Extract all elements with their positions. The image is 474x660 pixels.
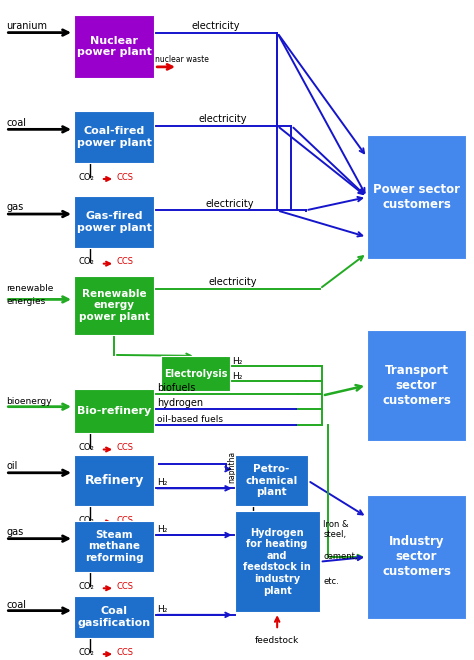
Text: biofuels: biofuels <box>156 383 195 393</box>
Text: CO₂: CO₂ <box>78 582 94 591</box>
Text: cement,: cement, <box>323 552 358 561</box>
Text: Coal
gasification: Coal gasification <box>78 606 151 628</box>
Text: H₂: H₂ <box>156 605 167 614</box>
Text: CCS: CCS <box>279 516 296 525</box>
Text: Iron &
steel,: Iron & steel, <box>323 519 349 539</box>
Text: Nuclear
power plant: Nuclear power plant <box>77 36 152 57</box>
Text: CCS: CCS <box>116 648 133 657</box>
Text: H₂: H₂ <box>156 478 167 487</box>
Text: CCS: CCS <box>116 582 133 591</box>
Text: H₂: H₂ <box>232 357 243 366</box>
FancyBboxPatch shape <box>74 596 155 638</box>
Text: CO₂: CO₂ <box>78 173 94 182</box>
Text: Gas-fired
power plant: Gas-fired power plant <box>77 211 152 232</box>
FancyBboxPatch shape <box>235 455 308 506</box>
Text: Petro-
chemical
plant: Petro- chemical plant <box>245 464 297 497</box>
Text: uranium: uranium <box>6 20 47 31</box>
Text: etc.: etc. <box>323 578 339 587</box>
Text: oil-based fuels: oil-based fuels <box>156 415 223 424</box>
Text: Coal-fired
power plant: Coal-fired power plant <box>77 126 152 148</box>
FancyBboxPatch shape <box>74 276 155 335</box>
Text: renewable: renewable <box>6 284 54 292</box>
FancyBboxPatch shape <box>235 511 319 612</box>
Text: electricity: electricity <box>191 21 240 31</box>
Text: naphtha: naphtha <box>228 451 237 482</box>
FancyBboxPatch shape <box>161 356 230 391</box>
Text: Bio-refinery: Bio-refinery <box>77 406 151 416</box>
Text: electricity: electricity <box>199 114 247 124</box>
Text: H₂: H₂ <box>232 372 243 381</box>
Text: CO₂: CO₂ <box>241 516 257 525</box>
Text: coal: coal <box>6 600 27 610</box>
Text: bioenergy: bioenergy <box>6 397 52 407</box>
Text: Steam
methane
reforming: Steam methane reforming <box>85 530 144 563</box>
Text: CCS: CCS <box>116 444 133 452</box>
FancyBboxPatch shape <box>367 494 466 619</box>
FancyBboxPatch shape <box>74 389 155 434</box>
Text: nuclear waste: nuclear waste <box>155 55 209 64</box>
Text: CO₂: CO₂ <box>78 444 94 452</box>
Text: CCS: CCS <box>116 173 133 182</box>
FancyBboxPatch shape <box>74 112 155 163</box>
Text: CO₂: CO₂ <box>78 257 94 267</box>
Text: CO₂: CO₂ <box>78 648 94 657</box>
Text: Hydrogen
for heating
and
feedstock in
industry
plant: Hydrogen for heating and feedstock in in… <box>243 528 311 596</box>
Text: H₂: H₂ <box>156 525 167 534</box>
FancyBboxPatch shape <box>367 135 466 259</box>
Text: Power sector
customers: Power sector customers <box>373 183 460 211</box>
Text: electricity: electricity <box>208 277 256 287</box>
FancyBboxPatch shape <box>367 330 466 441</box>
Text: Refinery: Refinery <box>84 474 144 487</box>
Text: oil: oil <box>6 461 18 471</box>
Text: gas: gas <box>6 527 24 537</box>
Text: feedstock: feedstock <box>255 636 299 645</box>
Text: gas: gas <box>6 203 24 213</box>
Text: Industry
sector
customers: Industry sector customers <box>382 535 451 578</box>
FancyBboxPatch shape <box>74 196 155 248</box>
FancyBboxPatch shape <box>74 521 155 572</box>
Text: CCS: CCS <box>116 257 133 267</box>
Text: coal: coal <box>6 117 27 128</box>
Text: CO₂: CO₂ <box>78 516 94 525</box>
Text: hydrogen: hydrogen <box>156 397 203 408</box>
FancyBboxPatch shape <box>74 455 155 506</box>
Text: Transport
sector
customers: Transport sector customers <box>382 364 451 407</box>
Text: Electrolysis: Electrolysis <box>164 368 228 379</box>
FancyBboxPatch shape <box>74 15 155 79</box>
Text: energies: energies <box>6 297 46 306</box>
Text: electricity: electricity <box>206 199 254 209</box>
Text: Renewable
energy
power plant: Renewable energy power plant <box>79 288 150 322</box>
Text: CCS: CCS <box>116 516 133 525</box>
